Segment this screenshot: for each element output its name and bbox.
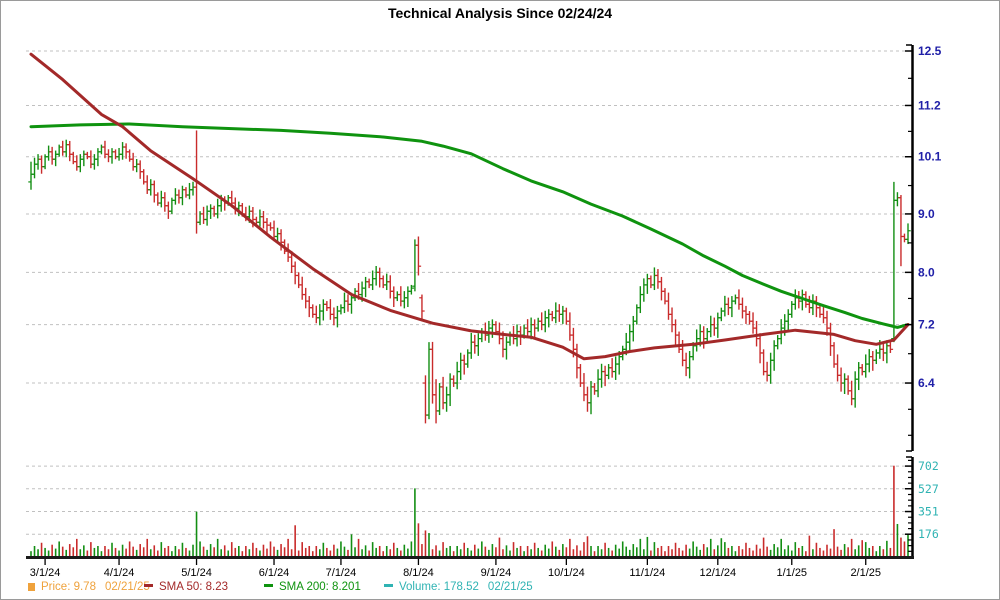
month-label: 10/1/24 <box>548 567 585 579</box>
volume-gridlines <box>26 465 910 535</box>
volume-tick-label: 176 <box>918 527 939 541</box>
legend-volume-date: 02/21/25 <box>487 581 533 593</box>
month-label: 4/1/24 <box>104 567 135 579</box>
month-label: 12/1/24 <box>699 567 736 579</box>
price-tick-label: 10.1 <box>918 150 942 164</box>
sma50-swatch-icon <box>144 584 153 588</box>
price-axis: 12.5 11.2 10.1 9.0 8.0 7.2 6.4 <box>905 44 942 452</box>
sma-50-path <box>29 52 910 361</box>
sma-50-line <box>29 52 910 361</box>
legend: Price: 9.78 02/21/25 SMA 50: 8.23 SMA 200… <box>1 581 999 599</box>
legend-sma50-label: SMA 50: 8.23 <box>159 581 229 593</box>
legend-item-sma200: SMA 200: 8.201 <box>264 581 361 593</box>
sma-200-path <box>29 122 910 329</box>
legend-item-volume: Volume: 178.52 02/21/25 <box>384 581 533 593</box>
price-tick-label: 12.5 <box>918 44 942 58</box>
month-label: 8/1/24 <box>403 567 434 579</box>
month-label: 7/1/24 <box>326 567 357 579</box>
volume-tick-label: 351 <box>918 505 939 519</box>
price-ohlc-bars <box>28 130 911 424</box>
price-tick-label: 8.0 <box>918 265 935 279</box>
volume-tick-label: 702 <box>918 459 939 473</box>
price-swatch-icon <box>28 582 35 591</box>
sma-200-line <box>29 122 910 329</box>
legend-price-date: 02/21/25 <box>104 581 150 593</box>
date-axis: 3/1/24 4/1/24 5/1/24 6/1/24 7/1/24 8/1/24 9/1/… <box>26 556 914 579</box>
price-tick-label: 9.0 <box>918 207 935 221</box>
month-label: 1/1/25 <box>776 567 807 579</box>
month-label: 9/1/24 <box>481 567 512 579</box>
legend-sma200-label: SMA 200: 8.201 <box>279 581 361 593</box>
price-tick-label: 11.2 <box>918 98 941 112</box>
volume-bars <box>30 465 909 557</box>
month-label: 3/1/24 <box>30 567 61 579</box>
volume-axis: 702 527 351 176 <box>905 456 939 557</box>
legend-volume-label: Volume: 178.52 <box>399 581 479 593</box>
month-label: 2/1/25 <box>850 567 881 579</box>
month-label: 6/1/24 <box>259 567 290 579</box>
legend-price-label: Price: 9.78 <box>41 581 96 593</box>
volume-swatch-icon <box>384 584 393 588</box>
price-tick-label: 7.2 <box>918 318 935 332</box>
legend-item-sma50: SMA 50: 8.23 <box>144 581 228 593</box>
legend-item-price: Price: 9.78 02/21/25 <box>28 581 150 593</box>
month-label: 5/1/24 <box>181 567 212 579</box>
chart-title: Technical Analysis Since 02/24/24 <box>387 5 613 21</box>
volume-tick-label: 527 <box>918 482 939 496</box>
month-label: 11/1/24 <box>629 567 665 579</box>
price-tick-label: 6.4 <box>918 376 935 390</box>
sma200-swatch-icon <box>264 584 273 588</box>
